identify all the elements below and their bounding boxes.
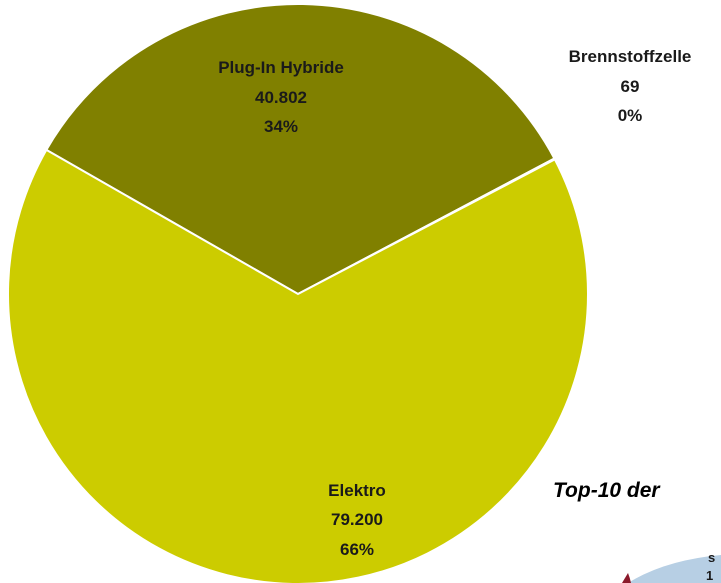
pie-slice-elektro bbox=[7, 148, 589, 583]
slice-name: Brennstoffzelle bbox=[569, 47, 692, 66]
partial-label: 1 bbox=[706, 568, 713, 583]
slice-value: 79.200 bbox=[331, 510, 383, 529]
slice-name: Plug-In Hybride bbox=[218, 58, 344, 77]
partial-pie-slice bbox=[622, 573, 631, 583]
slice-percent: 34% bbox=[264, 117, 298, 136]
partial-chart-title: Top-10 der bbox=[553, 479, 661, 502]
slice-percent: 0% bbox=[618, 106, 643, 125]
pie-slices bbox=[7, 3, 589, 583]
slice-percent: 66% bbox=[340, 540, 374, 559]
slice-value: 69 bbox=[621, 77, 640, 96]
slice-label-elektro: Elektro 79.200 66% bbox=[328, 481, 386, 559]
slice-label-plug-in-hybride: Plug-In Hybride 40.802 34% bbox=[218, 58, 344, 136]
slice-value: 40.802 bbox=[255, 88, 307, 107]
partial-pie-slice bbox=[628, 555, 721, 583]
slice-name: Elektro bbox=[328, 481, 386, 500]
partial-second-chart: Top-10 der s 1 bbox=[553, 479, 721, 583]
slice-label-brennstoffzelle: Brennstoffzelle 69 0% bbox=[569, 47, 692, 125]
partial-label: s bbox=[708, 550, 715, 565]
